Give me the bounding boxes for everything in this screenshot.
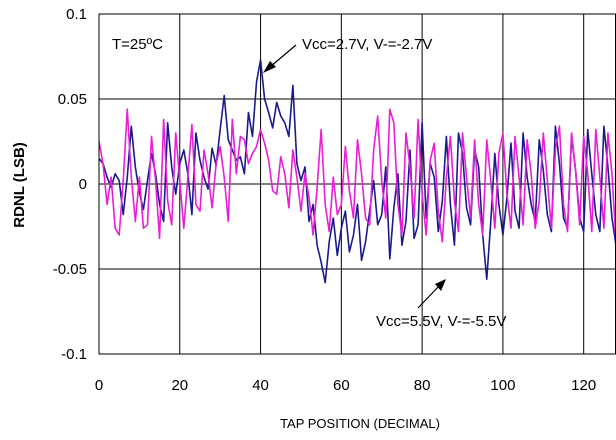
y-tick-label: -0.05: [53, 261, 87, 278]
series-a-arrow: [263, 44, 297, 73]
x-tick-label: 20: [171, 377, 188, 394]
series-b-arrow: [417, 279, 446, 309]
y-tick-label: -0.1: [61, 346, 87, 363]
y-tick-label: 0: [79, 176, 87, 193]
x-tick-label: 40: [252, 377, 269, 394]
temperature-annotation: T=25ºC: [112, 36, 163, 53]
x-tick-label: 120: [571, 377, 596, 394]
y-axis-title: RDNL (LSB): [11, 142, 28, 228]
y-tick-labels: 0.1 0.05 0 -0.05 -0.1: [53, 6, 87, 363]
series-line-2p7v: [99, 59, 616, 284]
series-line-5p5v: [99, 108, 616, 243]
x-tick-label: 100: [490, 377, 515, 394]
x-tick-label: 60: [333, 377, 350, 394]
series-b-annotation: Vcc=5.5V, V-=-5.5V: [376, 313, 506, 330]
series-group: [99, 59, 616, 284]
x-tick-label: 0: [95, 377, 103, 394]
y-tick-label: 0.05: [58, 91, 87, 108]
x-tick-labels: 0 20 40 60 80 100 120: [95, 377, 596, 394]
x-tick-label: 80: [414, 377, 431, 394]
x-axis-title: TAP POSITION (DECIMAL): [280, 416, 440, 431]
series-a-annotation: Vcc=2.7V, V-=-2.7V: [302, 36, 432, 53]
y-tick-label: 0.1: [66, 6, 87, 23]
